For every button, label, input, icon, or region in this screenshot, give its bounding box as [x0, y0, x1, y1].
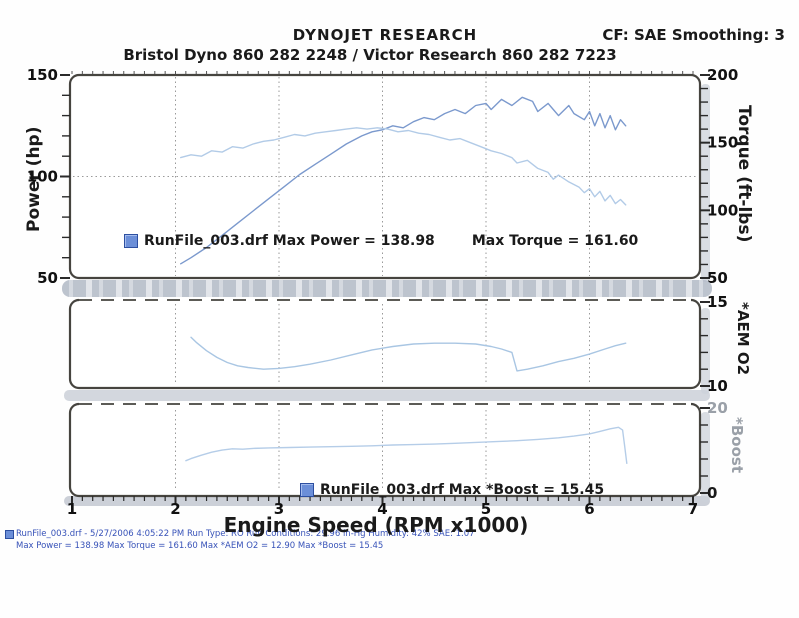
run-file-swatch-icon: [5, 530, 14, 539]
right-axis-tick-label: 100: [707, 201, 738, 219]
panel-bg: [70, 300, 700, 388]
right-axis-tick-label: 0: [707, 484, 717, 502]
right-axis-tick-label: 200: [707, 66, 738, 84]
right-axis-tick-label: 15: [707, 293, 728, 311]
x-axis-tick-label: 7: [688, 500, 698, 518]
right-axis-tick-label: 10: [707, 377, 728, 395]
panel-bg: [70, 404, 700, 496]
left-axis-tick-label: 100: [27, 168, 58, 186]
left-axis-tick-label: 150: [27, 66, 58, 84]
legend-max-boost-text: RunFile_003.drf Max *Boost = 15.45: [320, 482, 605, 498]
right-axis-tick-label: 20: [707, 399, 728, 417]
panel-shadow: [64, 390, 710, 401]
right-axis-tick-label: 150: [707, 134, 738, 152]
run-info-line: RunFile_003.drf - 5/27/2006 4:05:22 PM R…: [16, 529, 475, 539]
x-axis-tick-label: 4: [377, 500, 387, 518]
right-axis-tick-label: 50: [707, 269, 728, 287]
x-axis-tick-label: 6: [584, 500, 594, 518]
curve-power: [179, 96, 627, 265]
main-chart-legend: RunFile_003.drf Max Power = 138.98 Max T…: [124, 233, 638, 249]
curve--boost: [185, 426, 628, 464]
engine-speed-axis-title: Engine Speed (RPM x1000): [223, 513, 529, 537]
watermark-band: [62, 280, 712, 297]
report-title: DYNOJET RESEARCH: [292, 26, 478, 44]
x-axis-tick-label: 3: [274, 500, 284, 518]
x-axis-tick-label: 2: [170, 500, 180, 518]
shop-contact-subtitle: Bristol Dyno 860 282 2248 / Victor Resea…: [123, 46, 617, 64]
x-axis-tick-label: 1: [67, 500, 77, 518]
left-axis-tick-label: 50: [37, 269, 58, 287]
legend-max-torque-text: Max Torque = 161.60: [471, 233, 639, 249]
panel-shadow: [701, 412, 710, 502]
panel-shadow: [701, 308, 710, 394]
cf-smoothing-label: CF: SAE Smoothing: 3: [602, 26, 785, 44]
x-axis-tick-label: 5: [481, 500, 491, 518]
legend-max-power-text: RunFile_003.drf Max Power = 138.98: [144, 233, 435, 249]
max-values-line: Max Power = 138.98 Max Torque = 161.60 M…: [16, 541, 384, 551]
run-file-swatch-icon: [124, 234, 138, 248]
boost-chart-legend: RunFile_003.drf Max *Boost = 15.45: [300, 482, 604, 498]
curve-torque: [179, 127, 627, 206]
run-file-swatch-icon: [300, 483, 314, 497]
curve--aem-o2: [190, 336, 627, 372]
